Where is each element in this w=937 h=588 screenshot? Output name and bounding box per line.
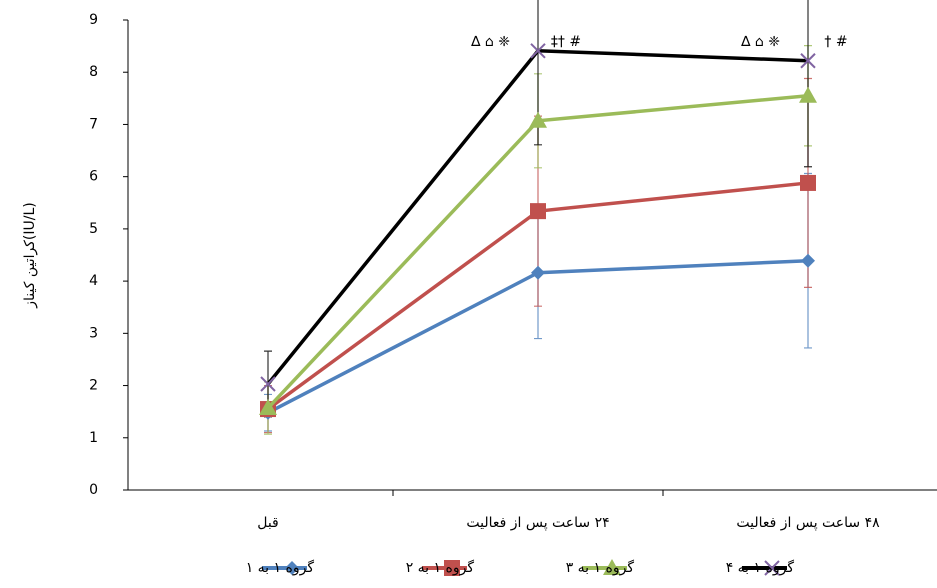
x-tick-label: قبل xyxy=(257,515,279,531)
y-tick-label: 0 xyxy=(89,482,98,498)
annotation: † # xyxy=(824,34,847,50)
y-tick-label: 3 xyxy=(89,325,98,341)
marker xyxy=(800,175,816,191)
chart: کراتین کیناز(IU/L) 0 1 2 3 4 5 6 7 8 9 قبل ۲۴ ساعت … xyxy=(0,0,937,584)
x-tick-label: ۴۸ ساعت پس از فعالیت xyxy=(736,515,880,531)
marker xyxy=(531,266,545,280)
y-tick-label: 5 xyxy=(89,221,98,237)
y-axis-label: کراتین کیناز(IU/L) xyxy=(22,202,38,308)
error-bar xyxy=(804,0,812,167)
marker xyxy=(530,203,546,219)
annotation: ∆ ⌂ ❈ xyxy=(740,34,780,50)
x-tick-label: ۲۴ ساعت پس از فعالیت xyxy=(466,515,609,531)
legend-label: گروه ۱ به ۳ xyxy=(566,559,635,576)
y-tick-label: 4 xyxy=(89,273,98,289)
y-tick-label: 8 xyxy=(89,64,98,80)
y-tick-label: 7 xyxy=(89,116,98,132)
annotation: ∆ ⌂ ❈ xyxy=(470,34,510,50)
y-tick-label: 1 xyxy=(89,430,98,446)
marker xyxy=(801,254,815,268)
legend-label: گروه ۱ به ۱ xyxy=(246,559,315,576)
y-tick-label: 2 xyxy=(89,378,98,394)
legend-label: گروه ۱ به ۲ xyxy=(406,559,475,576)
annotation: ‡† # xyxy=(551,34,581,50)
legend-label: گروه ۱ به ۴ xyxy=(726,559,795,576)
y-tick-label: 9 xyxy=(89,12,98,28)
y-tick-label: 6 xyxy=(89,169,98,185)
